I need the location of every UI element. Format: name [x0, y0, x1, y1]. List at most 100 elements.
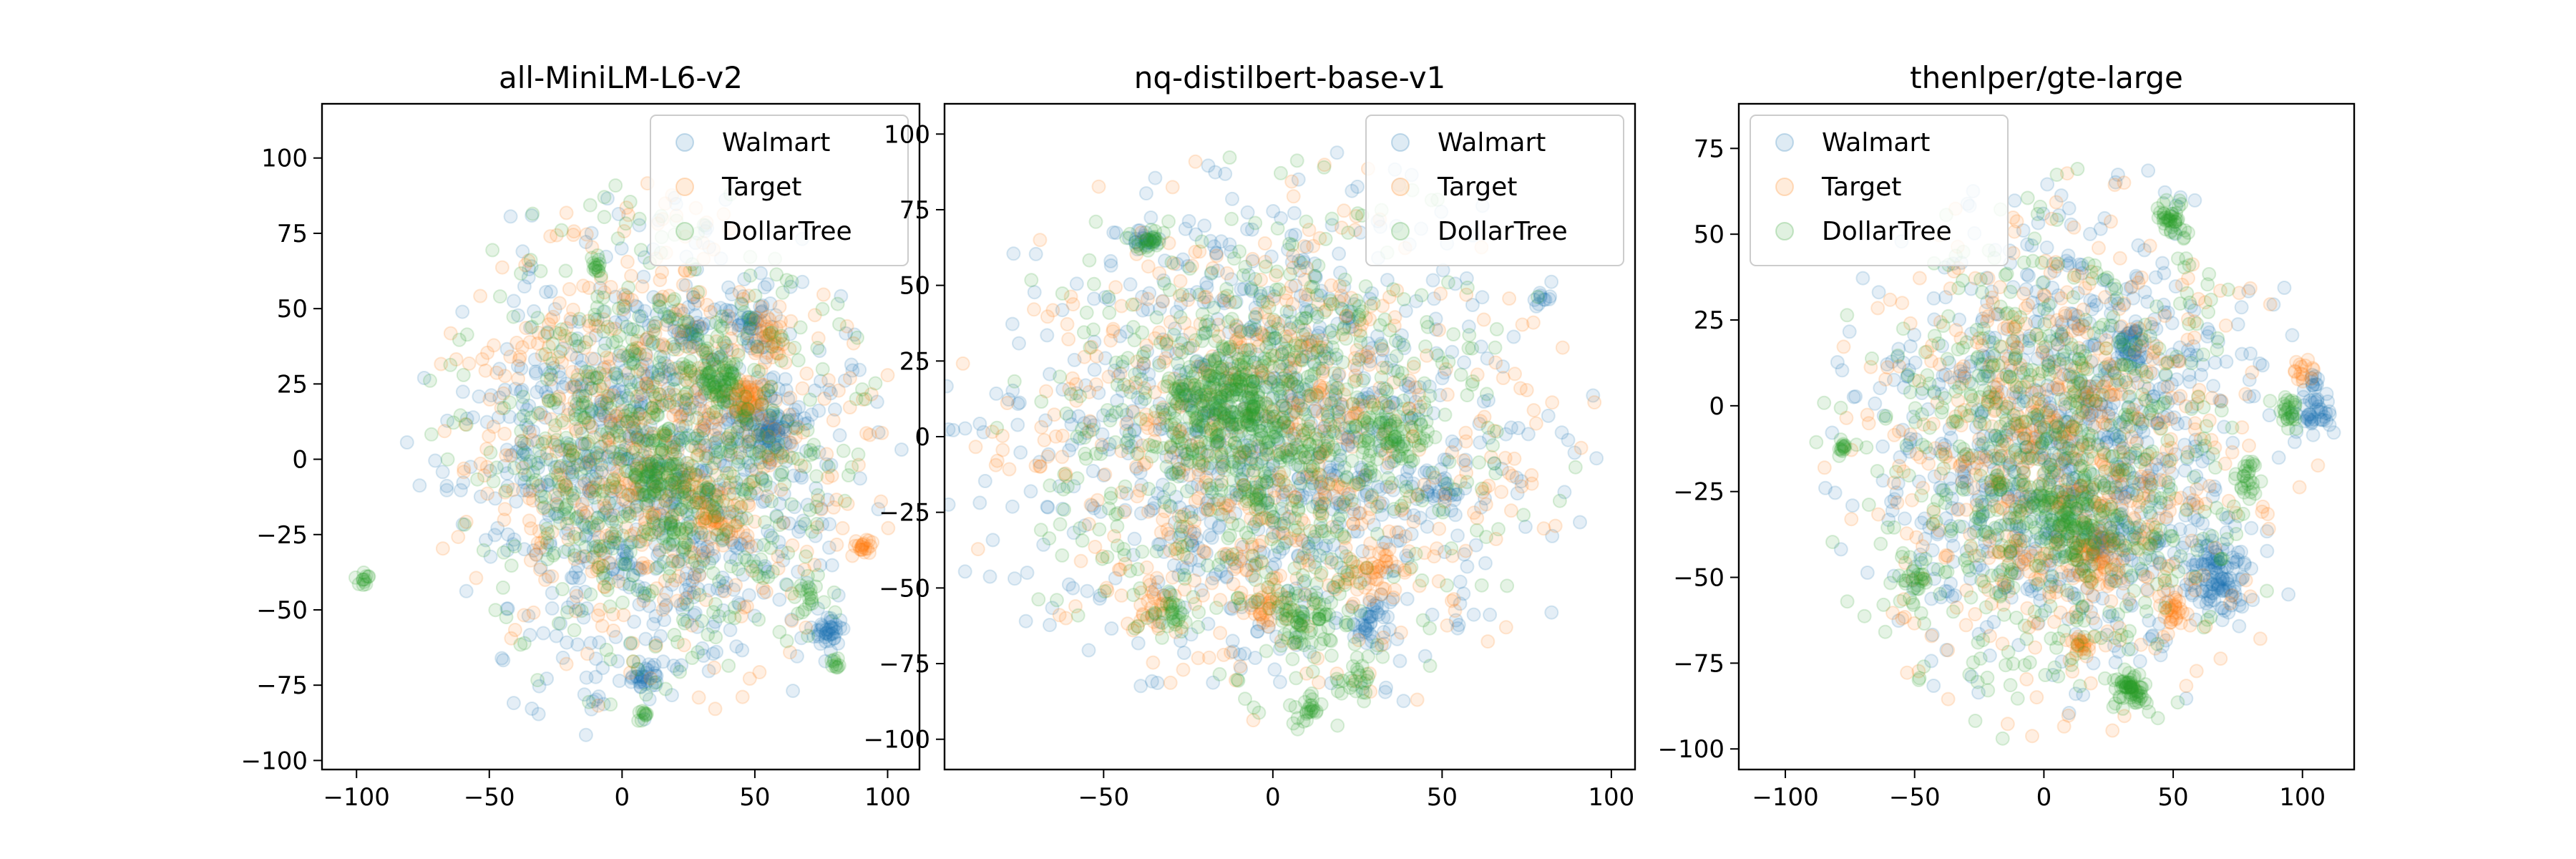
scatter-point — [609, 523, 624, 538]
scatter-point — [632, 485, 647, 500]
scatter-point — [612, 536, 627, 551]
scatter-point — [757, 561, 772, 576]
scatter-point — [423, 373, 437, 388]
scatter-point — [574, 603, 589, 618]
scatter-point — [483, 463, 498, 478]
scatter-point — [1574, 440, 1589, 455]
scatter-point — [738, 424, 753, 440]
scatter-point — [748, 424, 763, 440]
scatter-point — [646, 323, 661, 338]
scatter-point — [772, 624, 787, 639]
scatter-point — [538, 573, 552, 587]
scatter-point — [750, 422, 765, 437]
scatter-point — [809, 469, 824, 484]
scatter-point — [602, 445, 617, 460]
scatter-point — [1339, 331, 1354, 346]
scatter-point — [745, 445, 760, 460]
scatter-point — [814, 617, 829, 632]
scatter-point — [1118, 479, 1133, 494]
scatter-point — [629, 348, 644, 363]
scatter-point — [602, 511, 618, 526]
scatter-point — [715, 583, 730, 598]
scatter-point — [577, 437, 592, 452]
scatter-point — [715, 531, 730, 545]
scatter-point — [769, 339, 784, 354]
scatter-point — [678, 572, 693, 586]
scatter-point — [531, 460, 545, 475]
scatter-point — [760, 419, 775, 435]
scatter-point — [1541, 408, 1556, 423]
scatter-point — [972, 495, 987, 510]
scatter-point — [772, 412, 787, 427]
scatter-point — [1573, 515, 1587, 530]
scatter-point — [1460, 475, 1475, 490]
scatter-point — [633, 675, 647, 690]
legend-label: DollarTree — [722, 217, 852, 246]
scatter-point — [626, 415, 641, 430]
scatter-point — [832, 317, 847, 331]
scatter-point — [1327, 366, 1342, 381]
scatter-point — [698, 463, 713, 478]
scatter-point — [1061, 331, 1076, 346]
scatter-point — [677, 463, 692, 478]
scatter-point — [439, 482, 454, 498]
scatter-point — [720, 397, 735, 412]
scatter-point — [753, 407, 769, 422]
scatter-point — [820, 610, 835, 625]
scatter-point — [826, 631, 841, 646]
scatter-point — [673, 664, 688, 679]
scatter-point — [1052, 608, 1067, 623]
scatter-point — [779, 436, 794, 451]
scatter-point — [694, 465, 709, 480]
scatter-point — [645, 583, 660, 598]
scatter-point — [650, 454, 665, 469]
scatter-point — [654, 372, 668, 387]
scatter-point — [1070, 608, 1085, 623]
scatter-point — [675, 330, 690, 345]
scatter-point — [591, 560, 606, 575]
scatter-point — [1485, 438, 1501, 453]
scatter-point — [648, 468, 663, 483]
scatter-point — [862, 427, 877, 442]
scatter-point — [537, 329, 552, 344]
scatter-point — [880, 368, 895, 383]
scatter-point — [625, 356, 640, 372]
scatter-point — [649, 669, 664, 684]
scatter-point — [1043, 478, 1058, 493]
scatter-point — [570, 339, 584, 354]
scatter-point — [559, 205, 574, 220]
scatter-point — [737, 411, 752, 426]
scatter-point — [653, 477, 668, 491]
scatter-point — [725, 342, 740, 357]
scatter-point — [665, 304, 680, 319]
scatter-point — [818, 634, 833, 649]
scatter-point — [734, 437, 749, 452]
scatter-point — [1440, 578, 1455, 593]
scatter-point — [725, 410, 740, 425]
scatter-point — [1005, 499, 1020, 514]
chart-panel-1: −100 −50 0 50 100−100−75−50−250255075100all-… — [241, 60, 921, 812]
scatter-point — [812, 344, 827, 359]
scatter-point — [1034, 394, 1049, 409]
scatter-point — [758, 584, 774, 599]
scatter-point — [894, 442, 909, 457]
scatter-point — [657, 306, 672, 321]
scatter-point — [623, 407, 638, 422]
scatter-point — [552, 370, 567, 385]
scatter-point — [831, 588, 846, 603]
scatter-point — [1457, 355, 1472, 370]
scatter-point — [583, 636, 598, 651]
scatter-point — [584, 702, 599, 717]
scatter-point — [791, 564, 806, 579]
scatter-point — [627, 473, 642, 488]
scatter-point — [716, 578, 731, 593]
scatter-point — [584, 381, 599, 396]
scatter-point — [665, 554, 680, 569]
scatter-point — [629, 482, 644, 497]
scatter-point — [691, 285, 706, 300]
scatter-point — [763, 540, 779, 555]
scatter-point — [1125, 297, 1140, 312]
scatter-point — [779, 577, 794, 592]
scatter-point — [711, 510, 725, 525]
scatter-point — [668, 482, 683, 497]
